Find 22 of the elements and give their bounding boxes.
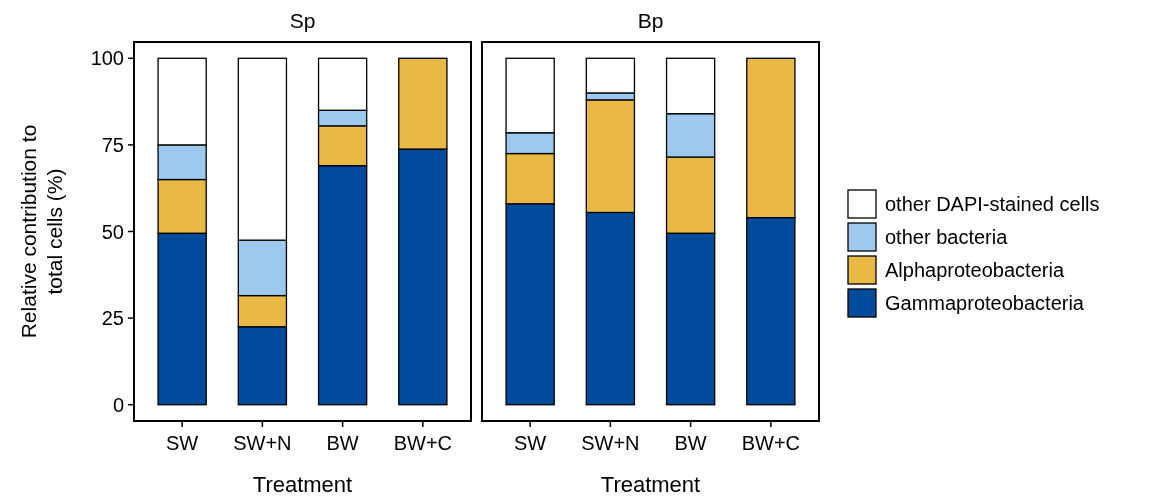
legend-label: other bacteria [885, 226, 1009, 248]
x-tick-label: BW [674, 432, 707, 454]
x-tick-label: SW+N [233, 432, 292, 454]
x-tick-label: BW+C [741, 432, 801, 454]
x-tick-label: SW [166, 432, 199, 454]
legend-label: Gammaproteobacteria [885, 292, 1085, 314]
x-tick-label: BW+C [393, 432, 453, 454]
x-tick-label: SW [514, 432, 547, 454]
y-tick-label: 25 [101, 307, 124, 330]
legend-label: other DAPI-stained cells [885, 193, 1100, 215]
x-axis-title: Treatment [252, 472, 353, 497]
y-tick-label: 75 [101, 133, 124, 156]
x-axis-title: Treatment [600, 472, 701, 497]
chart-title: Sp [289, 9, 316, 32]
y-axis-title: Relative contribution to total cells (%) [16, 124, 66, 339]
chart-title: Bp [637, 9, 664, 32]
x-tick-label: BW [326, 432, 359, 454]
legend-label: Alphaproteobacteria [885, 259, 1065, 281]
x-tick-label: SW+N [581, 432, 640, 454]
y-tick-label: 100 [90, 47, 124, 70]
y-tick-label: 50 [101, 220, 124, 243]
y-tick-label: 0 [112, 393, 124, 416]
